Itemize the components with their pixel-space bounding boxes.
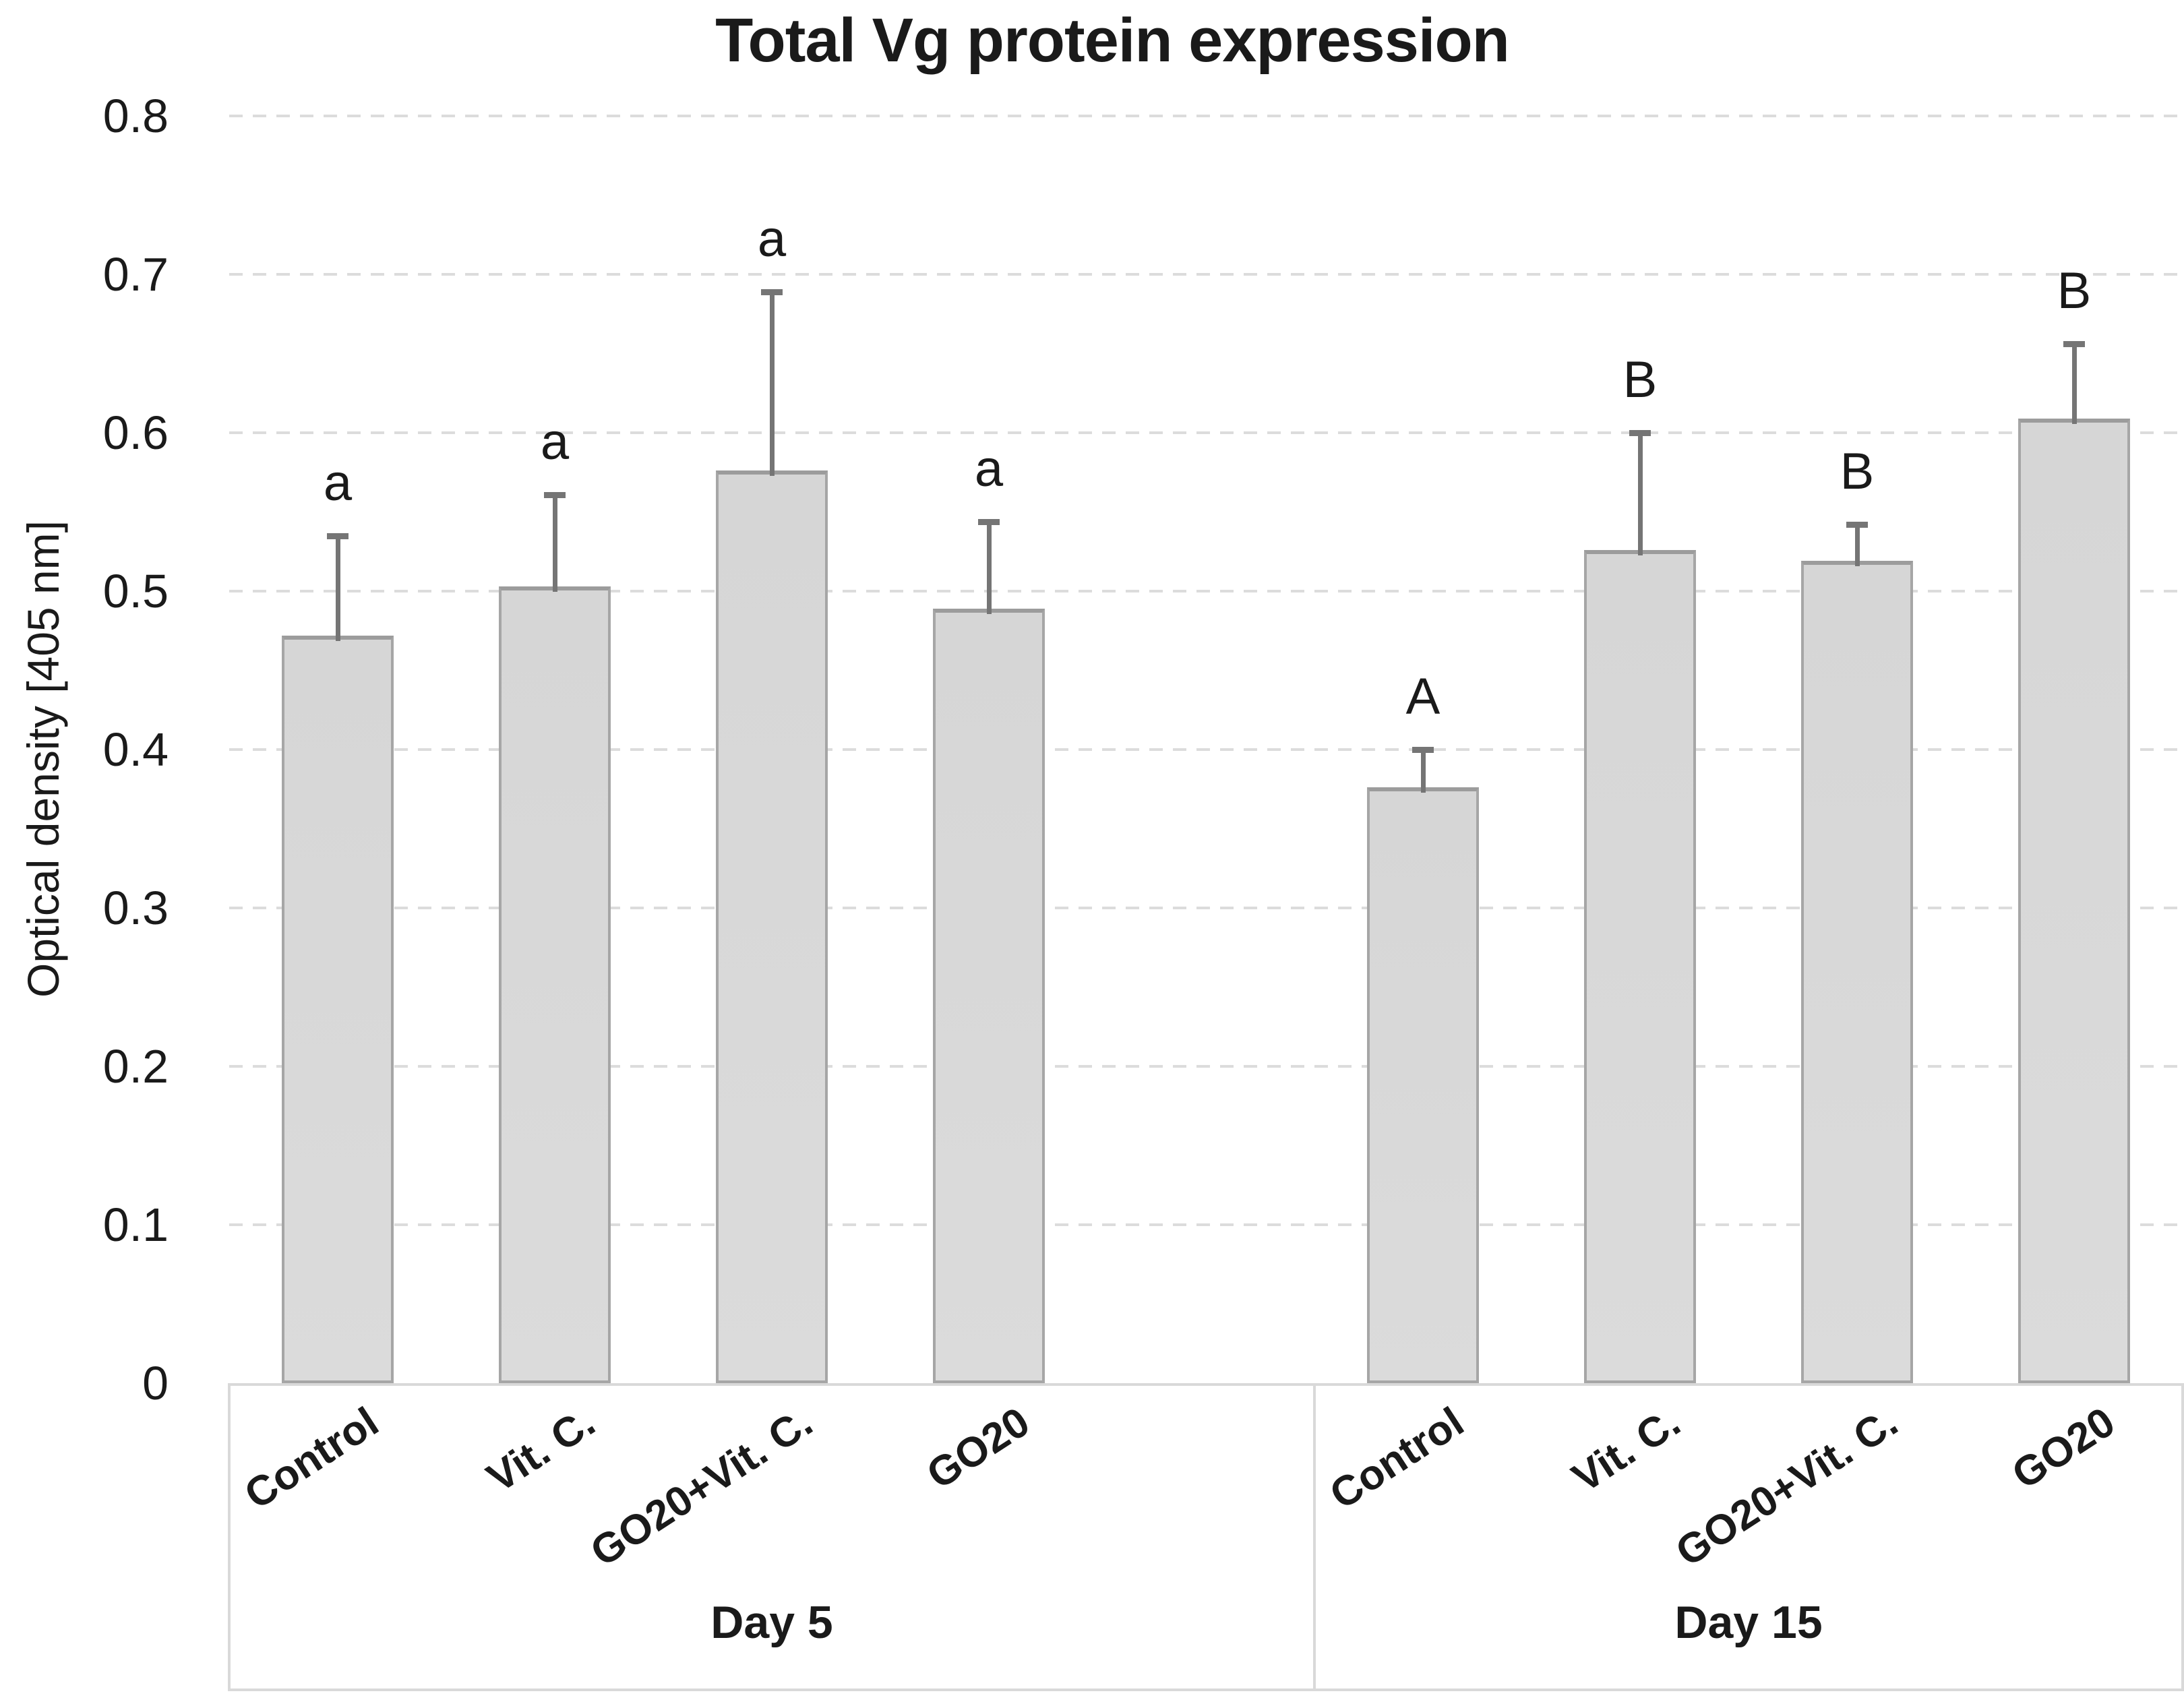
gridline-0.2 bbox=[229, 1065, 2183, 1068]
x-group-label-day15: Day 15 bbox=[1674, 1597, 1823, 1648]
x-axis-line bbox=[229, 1383, 2183, 1386]
error-bar-cap bbox=[1412, 747, 1434, 753]
error-bar-line bbox=[552, 494, 557, 592]
x-group-label-day5: Day 5 bbox=[710, 1597, 833, 1648]
bar-day5-control bbox=[282, 635, 394, 1383]
bar-day5-vitc bbox=[499, 586, 611, 1383]
x-category-label-control: Control bbox=[1321, 1398, 1472, 1519]
bar-day15-go20 bbox=[2018, 418, 2130, 1383]
x-category-label-vitc: Vit. C. bbox=[479, 1398, 604, 1502]
error-bar-cap bbox=[2063, 341, 2085, 348]
category-area-left-border bbox=[228, 1383, 231, 1691]
error-bar-cap bbox=[544, 491, 566, 498]
error-bar-line bbox=[1637, 433, 1643, 555]
category-area-right-border bbox=[2181, 1383, 2184, 1691]
error-bar-line bbox=[2071, 344, 2077, 424]
significance-letter: B bbox=[1840, 443, 1875, 501]
significance-letter: a bbox=[540, 413, 570, 470]
significance-letter: A bbox=[1405, 668, 1440, 725]
error-bar-cap bbox=[978, 518, 1000, 525]
significance-letter: a bbox=[757, 210, 787, 268]
chart-title: Total Vg protein expression bbox=[715, 6, 1510, 75]
significance-letter: B bbox=[1622, 351, 1658, 408]
gridline-0.8 bbox=[229, 115, 2183, 117]
bar-day15-control bbox=[1367, 787, 1479, 1383]
error-bar-cap bbox=[1629, 430, 1651, 436]
error-bar-line bbox=[986, 521, 992, 614]
x-category-label-go20vitc: GO20+Vit. C. bbox=[1668, 1398, 1906, 1576]
y-tick-label-0.7: 0.7 bbox=[102, 248, 169, 301]
category-area-bottom-border bbox=[229, 1688, 2183, 1691]
gridline-0.1 bbox=[229, 1223, 2183, 1226]
y-tick-label-0.6: 0.6 bbox=[102, 406, 169, 459]
y-tick-label-0: 0 bbox=[142, 1357, 169, 1409]
error-bar-line bbox=[769, 291, 775, 477]
error-bar-cap bbox=[1846, 522, 1868, 528]
gridline-0.5 bbox=[229, 590, 2183, 592]
error-bar-line bbox=[1854, 524, 1860, 567]
y-tick-label-0.3: 0.3 bbox=[102, 882, 169, 934]
significance-letter: a bbox=[323, 454, 353, 512]
x-category-label-control: Control bbox=[236, 1398, 387, 1519]
gridline-0.7 bbox=[229, 273, 2183, 276]
error-bar-line bbox=[1420, 750, 1426, 793]
error-bar-cap bbox=[761, 288, 783, 295]
significance-letter: a bbox=[974, 439, 1004, 497]
gridline-0.6 bbox=[229, 431, 2183, 434]
y-tick-label-0.4: 0.4 bbox=[102, 723, 169, 776]
x-category-label-go20: GO20 bbox=[918, 1398, 1038, 1498]
bar-day15-go20vitc bbox=[1801, 561, 1913, 1383]
x-category-label-go20vitc: GO20+Vit. C. bbox=[582, 1398, 821, 1576]
gridline-0.3 bbox=[229, 907, 2183, 909]
y-tick-label-0.1: 0.1 bbox=[102, 1198, 169, 1251]
bar-day15-vitc bbox=[1584, 549, 1696, 1383]
x-category-label-go20: GO20 bbox=[2003, 1398, 2123, 1498]
error-bar-cap bbox=[327, 532, 348, 539]
bar-day5-go20vitc bbox=[716, 470, 828, 1383]
y-tick-label-0.2: 0.2 bbox=[102, 1040, 169, 1093]
y-tick-label-0.8: 0.8 bbox=[102, 90, 169, 142]
significance-letter: B bbox=[2057, 262, 2092, 320]
y-tick-label-0.5: 0.5 bbox=[102, 565, 169, 617]
gridline-0.4 bbox=[229, 748, 2183, 751]
error-bar-line bbox=[335, 535, 340, 641]
bar-day5-go20 bbox=[933, 608, 1045, 1383]
day-group-divider bbox=[1313, 1383, 1316, 1691]
x-category-label-vitc: Vit. C. bbox=[1565, 1398, 1689, 1502]
